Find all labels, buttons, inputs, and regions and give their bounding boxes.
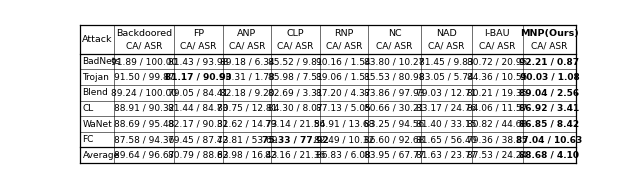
Text: I-BAU: I-BAU <box>484 29 510 38</box>
Text: ANP: ANP <box>237 29 257 38</box>
Text: 88.69 / 95.48: 88.69 / 95.48 <box>114 119 174 129</box>
Text: 87.13 / 5.05: 87.13 / 5.05 <box>316 104 371 113</box>
Text: 81.17 / 90.93: 81.17 / 90.93 <box>165 73 232 82</box>
Text: 91.50 / 99.87: 91.50 / 99.87 <box>114 73 174 82</box>
Text: 86.92 / 3.41: 86.92 / 3.41 <box>519 104 579 113</box>
Text: 89.04 / 2.56: 89.04 / 2.56 <box>519 88 579 97</box>
Text: CA/ ASR: CA/ ASR <box>126 41 163 50</box>
Text: 81.63 / 23.77: 81.63 / 23.77 <box>417 151 477 160</box>
Text: 73.81 / 53.69: 73.81 / 53.69 <box>217 135 277 144</box>
Text: 84.36 / 10.55: 84.36 / 10.55 <box>467 73 527 82</box>
Text: 86.83 / 6.08: 86.83 / 6.08 <box>316 151 371 160</box>
Text: 79.36 / 38.35: 79.36 / 38.35 <box>467 135 527 144</box>
Text: 81.65 / 56.40: 81.65 / 56.40 <box>417 135 477 144</box>
Text: 81.44 / 84.73: 81.44 / 84.73 <box>168 104 228 113</box>
Text: 79.45 / 87.42: 79.45 / 87.42 <box>168 135 228 144</box>
Text: 83.95 / 67.77: 83.95 / 67.77 <box>364 151 425 160</box>
Text: 87.53 / 24.24: 87.53 / 24.24 <box>467 151 527 160</box>
Text: MNP(Ours): MNP(Ours) <box>520 29 579 38</box>
Text: FP: FP <box>193 29 204 38</box>
Text: 88.91 / 90.32: 88.91 / 90.32 <box>114 104 174 113</box>
Text: Attack: Attack <box>82 35 112 44</box>
Text: 84.91 / 13.68: 84.91 / 13.68 <box>314 119 374 129</box>
Text: NAD: NAD <box>436 29 457 38</box>
Text: 75.33 / 77.92: 75.33 / 77.92 <box>262 135 329 144</box>
Text: 83.17 / 24.76: 83.17 / 24.76 <box>417 104 477 113</box>
Text: CA/ ASR: CA/ ASR <box>428 41 465 50</box>
Text: 81.40 / 33.15: 81.40 / 33.15 <box>417 119 477 129</box>
Text: 91.89 / 100.00: 91.89 / 100.00 <box>111 57 177 66</box>
Text: CA/ ASR: CA/ ASR <box>180 41 217 50</box>
Text: 80.79 / 88.63: 80.79 / 88.63 <box>168 151 229 160</box>
Text: 86.85 / 8.42: 86.85 / 8.42 <box>519 119 579 129</box>
Text: 85.98 / 7.51: 85.98 / 7.51 <box>268 73 323 82</box>
Text: CA/ ASR: CA/ ASR <box>326 41 362 50</box>
Text: 79.14 / 21.56: 79.14 / 21.56 <box>265 119 326 129</box>
Text: Average: Average <box>83 151 120 160</box>
Text: 81.45 / 9.83: 81.45 / 9.83 <box>419 57 474 66</box>
Text: 84.30 / 8.07: 84.30 / 8.07 <box>268 104 323 113</box>
Text: 90.03 / 1.08: 90.03 / 1.08 <box>520 73 579 82</box>
Text: 82.49 / 10.32: 82.49 / 10.32 <box>314 135 374 144</box>
Text: Backdoored: Backdoored <box>116 29 172 38</box>
Text: 83.80 / 10.27: 83.80 / 10.27 <box>364 57 425 66</box>
Text: 80.75 / 12.81: 80.75 / 12.81 <box>217 104 277 113</box>
Text: 83.05 / 5.74: 83.05 / 5.74 <box>419 73 474 82</box>
Text: 80.66 / 30.21: 80.66 / 30.21 <box>364 104 425 113</box>
Text: 92.21 / 0.87: 92.21 / 0.87 <box>519 57 579 66</box>
Text: 89.64 / 96.67: 89.64 / 96.67 <box>114 151 174 160</box>
Text: 80.72 / 20.95: 80.72 / 20.95 <box>467 57 527 66</box>
Text: CA/ ASR: CA/ ASR <box>479 41 516 50</box>
Text: 83.25 / 94.56: 83.25 / 94.56 <box>364 119 425 129</box>
Text: 87.04 / 10.63: 87.04 / 10.63 <box>516 135 582 144</box>
Text: CA/ ASR: CA/ ASR <box>277 41 314 50</box>
Text: BadNets: BadNets <box>83 57 120 66</box>
Text: 82.17 / 90.32: 82.17 / 90.32 <box>168 119 228 129</box>
Text: Trojan: Trojan <box>83 73 109 82</box>
Text: 82.16 / 21.36: 82.16 / 21.36 <box>265 151 326 160</box>
Text: 80.21 / 19.35: 80.21 / 19.35 <box>467 88 527 97</box>
Text: CL: CL <box>83 104 93 113</box>
Text: CA/ ASR: CA/ ASR <box>228 41 265 50</box>
Text: 85.53 / 80.98: 85.53 / 80.98 <box>364 73 425 82</box>
Text: 79.05 / 84.41: 79.05 / 84.41 <box>168 88 228 97</box>
Text: 81.43 / 93.98: 81.43 / 93.98 <box>168 57 228 66</box>
Text: 87.20 / 4.37: 87.20 / 4.37 <box>316 88 371 97</box>
Text: 82.98 / 16.43: 82.98 / 16.43 <box>217 151 277 160</box>
Text: CA/ ASR: CA/ ASR <box>531 41 568 50</box>
Text: 83.86 / 97.93: 83.86 / 97.93 <box>364 88 425 97</box>
Text: 90.31 / 1.78: 90.31 / 1.78 <box>220 73 275 82</box>
Text: 87.58 / 94.36: 87.58 / 94.36 <box>114 135 174 144</box>
Text: FC: FC <box>83 135 94 144</box>
Text: 89.06 / 1.51: 89.06 / 1.51 <box>316 73 371 82</box>
Text: 82.69 / 3.31: 82.69 / 3.31 <box>268 88 323 97</box>
Text: 90.16 / 1.54: 90.16 / 1.54 <box>316 57 371 66</box>
Text: 89.18 / 6.34: 89.18 / 6.34 <box>220 57 275 66</box>
Text: 89.24 / 100.00: 89.24 / 100.00 <box>111 88 177 97</box>
Text: 84.06 / 11.57: 84.06 / 11.57 <box>467 104 527 113</box>
Text: 80.82 / 44.68: 80.82 / 44.68 <box>467 119 527 129</box>
Text: 79.03 / 12.71: 79.03 / 12.71 <box>417 88 477 97</box>
Text: 81.62 / 14.73: 81.62 / 14.73 <box>217 119 277 129</box>
Text: 82.18 / 9.20: 82.18 / 9.20 <box>220 88 274 97</box>
Text: Blend: Blend <box>83 88 108 97</box>
Text: WaNet: WaNet <box>83 119 112 129</box>
Text: 88.68 / 4.10: 88.68 / 4.10 <box>520 151 579 160</box>
Text: NC: NC <box>388 29 401 38</box>
Text: RNP: RNP <box>334 29 353 38</box>
Text: 85.52 / 9.81: 85.52 / 9.81 <box>268 57 323 66</box>
Text: CLP: CLP <box>287 29 304 38</box>
Text: CA/ ASR: CA/ ASR <box>376 41 413 50</box>
Text: 86.60 / 92.68: 86.60 / 92.68 <box>364 135 425 144</box>
